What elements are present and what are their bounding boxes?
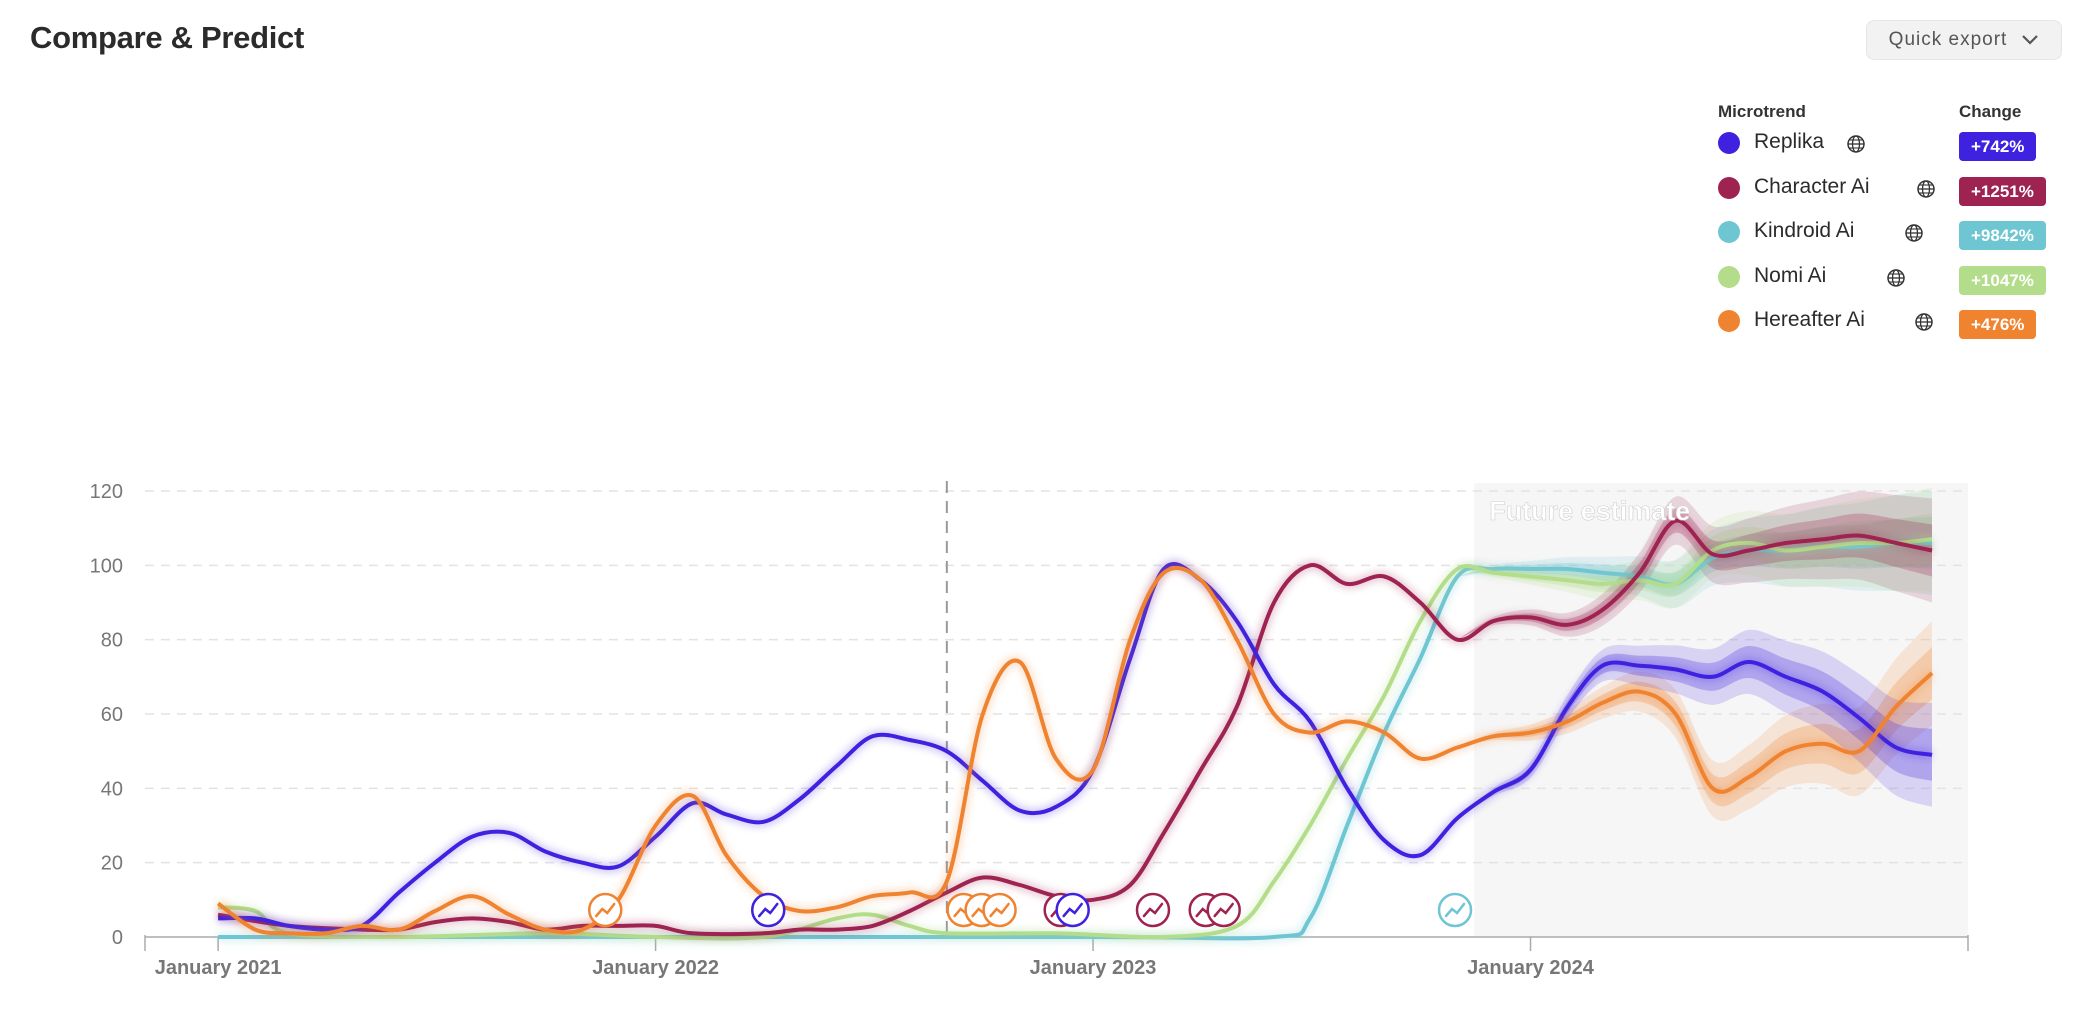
legend-item[interactable]: Nomi Ai +1047% <box>1718 262 2058 307</box>
globe-icon[interactable] <box>1904 223 1924 243</box>
y-tick-label: 20 <box>101 853 123 875</box>
change-badge: +476% <box>1959 310 2037 339</box>
y-tick-label: 40 <box>101 778 123 800</box>
confidence-band <box>1457 513 1932 598</box>
series-line <box>216 565 1934 936</box>
page-title: Compare & Predict <box>30 20 304 55</box>
forecast-label: Future estimate <box>1489 496 1690 526</box>
confidence-band <box>1457 491 1932 640</box>
legend-item-name: Character Ai <box>1754 174 1870 198</box>
change-badge: +1047% <box>1959 265 2046 295</box>
chevron-down-icon <box>2022 35 2039 45</box>
globe-icon[interactable] <box>1916 179 1936 199</box>
y-tick-label: 100 <box>90 555 123 577</box>
trend-arrow-icon <box>1444 902 1466 918</box>
legend-item[interactable]: Kindroid Ai +9842% <box>1718 217 2058 262</box>
trend-marker[interactable] <box>750 892 786 928</box>
trend-arrow-icon <box>989 902 1010 918</box>
legend: Microtrend Change Replika +742% Character … <box>1718 100 2058 351</box>
change-badge: +9842% <box>1959 221 2046 250</box>
trend-arrow-icon <box>757 902 779 918</box>
quick-export-label: Quick export <box>1888 29 2008 50</box>
y-tick-label: 60 <box>101 704 123 726</box>
trend-marker[interactable] <box>1206 892 1241 928</box>
x-tick-label: January 2022 <box>592 957 719 979</box>
legend-header-change: Change <box>1959 102 2022 121</box>
globe-icon[interactable] <box>1886 268 1906 288</box>
legend-color-dot <box>1718 221 1740 243</box>
change-badge: +1251% <box>1959 176 2046 206</box>
x-tick-label: January 2024 <box>1467 957 1595 979</box>
trend-marker[interactable] <box>1135 892 1171 928</box>
legend-item[interactable]: Hereafter Ai +476% <box>1718 306 2058 351</box>
legend-item-name: Kindroid Ai <box>1754 219 1855 242</box>
trend-arrow-icon <box>1213 902 1234 918</box>
trend-marker[interactable] <box>587 892 623 928</box>
legend-item[interactable]: Replika +742% <box>1718 128 2058 173</box>
confidence-band <box>1457 629 1932 819</box>
legend-item-name: Nomi Ai <box>1754 263 1827 287</box>
globe-icon[interactable] <box>1914 312 1934 332</box>
trend-arrow-icon <box>1142 902 1164 918</box>
trend-marker[interactable] <box>1055 892 1090 928</box>
trend-arrow-icon <box>594 902 616 918</box>
legend-color-dot <box>1718 132 1740 154</box>
legend-color-dot <box>1718 265 1740 288</box>
quick-export-button[interactable]: Quick export <box>1866 20 2062 60</box>
legend-color-dot <box>1718 176 1740 199</box>
change-badge: +742% <box>1959 132 2037 161</box>
y-tick-label: 0 <box>112 927 123 949</box>
legend-color-dot <box>1718 310 1740 332</box>
x-tick-label: January 2021 <box>155 957 282 979</box>
legend-item-name: Replika <box>1754 130 1825 153</box>
confidence-band <box>1457 621 1932 821</box>
y-tick-label: 120 <box>90 481 123 503</box>
globe-icon[interactable] <box>1846 134 1866 154</box>
x-tick-label: January 2023 <box>1030 957 1157 979</box>
y-tick-label: 80 <box>101 630 123 652</box>
legend-item-name: Hereafter Ai <box>1754 308 1865 331</box>
trend-arrow-icon <box>1062 902 1083 918</box>
trend-marker[interactable] <box>1437 892 1473 928</box>
legend-header-microtrend: Microtrend <box>1718 102 1806 121</box>
legend-header: Microtrend Change <box>1718 100 2058 128</box>
series-line <box>217 537 1933 941</box>
legend-item[interactable]: Character Ai +1251% <box>1718 173 2058 218</box>
trend-marker[interactable] <box>982 892 1017 928</box>
